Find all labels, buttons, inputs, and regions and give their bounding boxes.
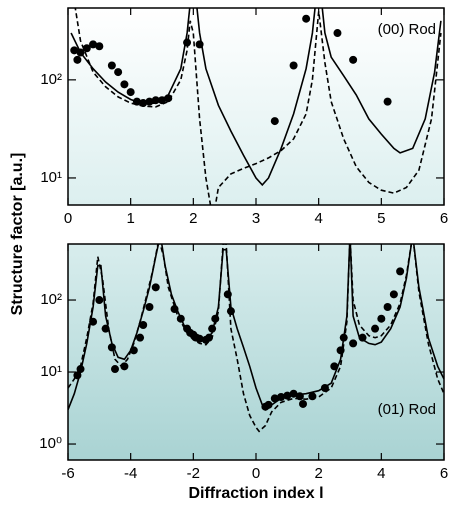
x-tick-label: 3: [252, 210, 260, 227]
data-point: [349, 339, 358, 348]
data-point: [82, 44, 91, 53]
data-point: [107, 343, 116, 352]
data-point: [73, 55, 82, 64]
x-tick-label: -2: [187, 465, 200, 482]
y-tick-label: 10¹: [40, 363, 62, 380]
data-point: [136, 333, 145, 342]
data-point: [170, 305, 179, 314]
x-axis-label: Diffraction index l: [188, 485, 323, 502]
data-point: [176, 314, 185, 323]
data-point: [120, 80, 129, 89]
data-point: [270, 117, 279, 126]
data-point: [205, 333, 213, 342]
data-point: [145, 97, 154, 106]
data-point: [383, 97, 392, 106]
x-tick-label: 6: [440, 210, 448, 227]
data-point: [302, 14, 311, 23]
y-axis-label: Structure factor [a.u.]: [9, 153, 26, 316]
plot-area: [70, 8, 442, 205]
data-point: [339, 333, 348, 342]
x-tick-label: 5: [377, 210, 385, 227]
data-point: [330, 362, 339, 371]
x-tick-label: -6: [61, 465, 74, 482]
plot-area: [68, 244, 444, 433]
data-point: [95, 42, 104, 51]
data-point: [358, 333, 367, 342]
data-point: [283, 391, 292, 400]
y-tick-label: 10¹: [40, 169, 62, 186]
x-tick-label: 2: [314, 465, 322, 482]
data-point: [120, 362, 129, 371]
x-tick-label: 0: [64, 210, 72, 227]
x-tick-label: 2: [189, 210, 197, 227]
x-tick-label: -4: [124, 465, 137, 482]
data-point: [76, 365, 85, 374]
plot-background: [68, 244, 444, 460]
data-point: [73, 371, 82, 380]
data-point: [89, 317, 98, 326]
data-point: [389, 290, 398, 299]
data-point: [277, 392, 286, 401]
data-point: [333, 29, 342, 38]
data-point: [195, 40, 204, 49]
data-point: [183, 38, 192, 47]
data-point: [270, 394, 279, 403]
panel-annotation: (00) Rod: [378, 21, 436, 38]
data-point: [195, 334, 204, 343]
data-point: [289, 389, 298, 398]
data-point: [223, 290, 232, 299]
y-tick-label: 10⁰: [39, 435, 62, 452]
data-point: [76, 48, 85, 57]
data-point: [101, 324, 110, 333]
y-tick-label: 10²: [40, 291, 62, 308]
data-point: [226, 307, 235, 316]
data-point: [145, 303, 154, 312]
solid-line: [68, 244, 444, 411]
x-tick-label: 4: [377, 465, 385, 482]
panel-annotation: (01) Rod: [378, 401, 436, 418]
y-tick-label: 10²: [40, 71, 62, 88]
plot-background: [68, 8, 444, 205]
data-point: [114, 68, 123, 77]
data-point: [396, 267, 405, 276]
data-point: [320, 384, 329, 392]
x-tick-label: 1: [126, 210, 134, 227]
data-point: [349, 55, 358, 64]
data-point: [95, 296, 104, 305]
data-point: [151, 96, 160, 105]
data-point: [139, 99, 148, 108]
data-point: [289, 61, 298, 70]
x-tick-label: 4: [314, 210, 322, 227]
x-tick-label: 0: [252, 465, 260, 482]
data-point: [111, 365, 119, 374]
data-point: [89, 40, 98, 49]
data-point: [129, 346, 138, 355]
data-point: [208, 324, 217, 333]
data-point: [371, 324, 380, 333]
data-point: [132, 97, 141, 106]
data-point: [139, 320, 148, 329]
data-point: [211, 314, 220, 323]
data-point: [151, 283, 160, 292]
data-point: [158, 96, 166, 105]
data-point: [264, 400, 273, 409]
data-point: [383, 303, 392, 312]
data-point: [336, 346, 345, 355]
data-point: [295, 392, 304, 401]
data-point: [308, 392, 317, 401]
data-point: [126, 88, 135, 97]
data-point: [107, 61, 116, 70]
x-tick-label: 6: [440, 465, 448, 482]
data-point: [377, 314, 386, 323]
data-point: [299, 399, 307, 408]
data-point: [70, 46, 79, 55]
data-point: [164, 94, 173, 103]
